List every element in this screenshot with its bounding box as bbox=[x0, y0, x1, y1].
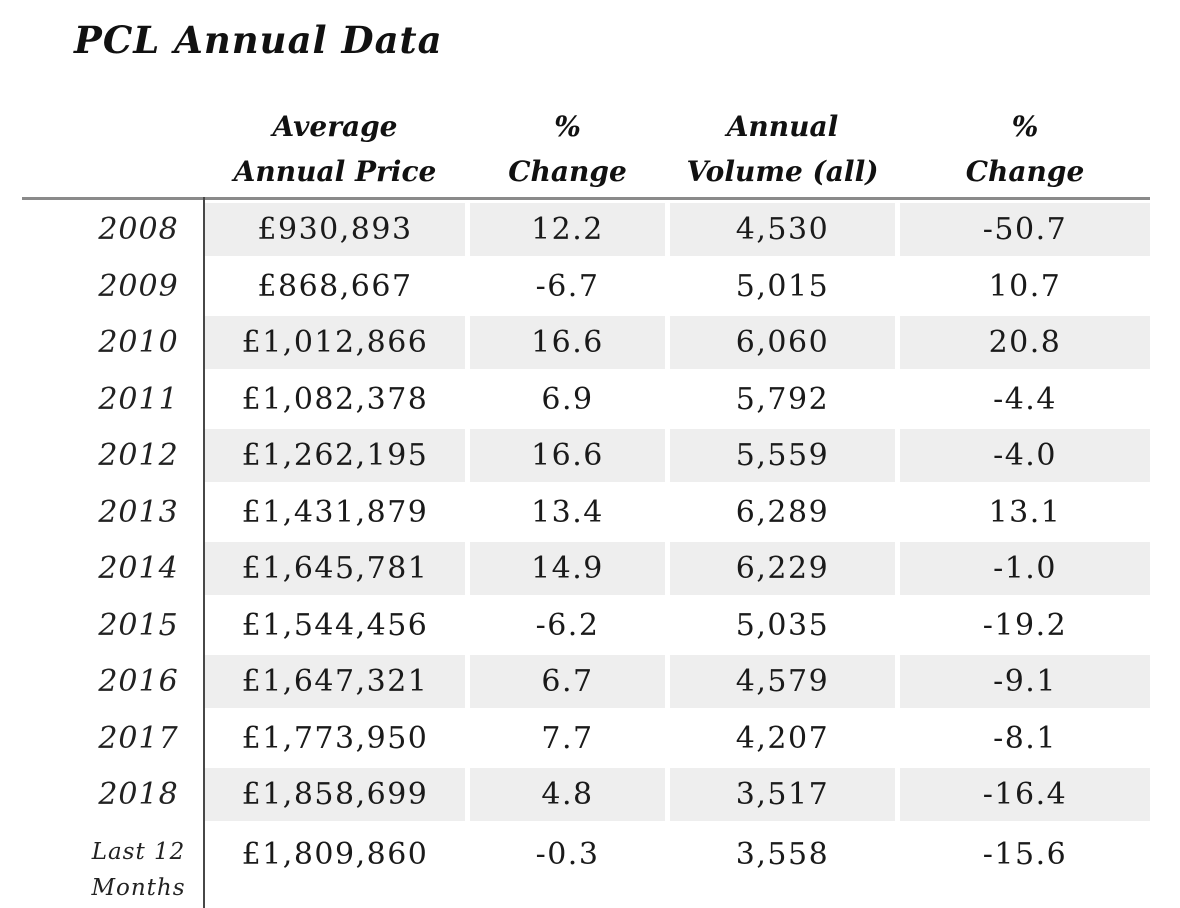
price-change-value: -6.2 bbox=[535, 607, 600, 643]
average-price-value: £1,773,950 bbox=[241, 720, 429, 756]
year-label: 2018 bbox=[98, 777, 179, 812]
volume-change-value: -1.0 bbox=[900, 542, 1150, 595]
table-row: Last 12 Months £1,809,860 -0.3 3,558 -15… bbox=[22, 825, 1150, 908]
volume-value: 5,015 bbox=[735, 268, 830, 304]
price-change-value: 7.7 bbox=[541, 720, 594, 756]
year-label: 2009 bbox=[98, 268, 179, 304]
average-price-value: £1,544,456 bbox=[241, 607, 429, 643]
year-column-divider bbox=[203, 197, 205, 908]
year-label: 2012 bbox=[98, 438, 179, 473]
volume-value: 4,579 bbox=[670, 655, 895, 708]
price-change-value: -0.3 bbox=[535, 836, 600, 872]
table-row: 2008 £930,893 12.2 4,530 -50.7 bbox=[22, 203, 1150, 256]
volume-value: 4,530 bbox=[670, 203, 895, 256]
average-price-value: £1,647,321 bbox=[205, 655, 465, 708]
volume-change-value: -19.2 bbox=[982, 607, 1068, 643]
average-price-value: £1,262,195 bbox=[205, 429, 465, 482]
price-change-value: -6.7 bbox=[535, 268, 600, 304]
average-price-value: £1,809,860 bbox=[241, 836, 429, 872]
header-rule bbox=[22, 197, 1150, 200]
year-label: 2014 bbox=[98, 551, 179, 586]
table-row: 2013 £1,431,879 13.4 6,289 13.1 bbox=[22, 486, 1150, 539]
volume-value: 3,517 bbox=[670, 768, 895, 821]
volume-change-value: -16.4 bbox=[900, 768, 1150, 821]
volume-change-value: 20.8 bbox=[900, 316, 1150, 369]
price-change-value: 13.4 bbox=[531, 494, 604, 530]
volume-value: 4,207 bbox=[735, 720, 830, 756]
table-row: 2018 £1,858,699 4.8 3,517 -16.4 bbox=[22, 768, 1150, 821]
average-price-value: £1,431,879 bbox=[241, 494, 429, 530]
column-header-average-annual-price: Average Annual Price bbox=[233, 110, 437, 188]
year-label: 2011 bbox=[98, 381, 179, 417]
volume-change-value: -9.1 bbox=[900, 655, 1150, 708]
average-price-value: £1,645,781 bbox=[205, 542, 465, 595]
volume-value: 6,060 bbox=[670, 316, 895, 369]
year-label: 2010 bbox=[98, 325, 179, 360]
table-row: 2010 £1,012,866 16.6 6,060 20.8 bbox=[22, 316, 1150, 369]
volume-value: 5,035 bbox=[735, 607, 830, 643]
table-row: 2009 £868,667 -6.7 5,015 10.7 bbox=[22, 260, 1150, 313]
year-label: 2013 bbox=[98, 494, 179, 530]
year-label: 2008 bbox=[98, 212, 179, 247]
year-label: 2017 bbox=[98, 720, 179, 756]
year-label: 2016 bbox=[98, 664, 179, 699]
table-header-row: Average Annual Price % Change Annual Vol… bbox=[22, 104, 1150, 196]
price-change-value: 16.6 bbox=[470, 429, 665, 482]
volume-change-value: -50.7 bbox=[900, 203, 1150, 256]
volume-value: 6,229 bbox=[670, 542, 895, 595]
column-header-annual-volume: Annual Volume (all) bbox=[686, 110, 879, 188]
table-row: 2014 £1,645,781 14.9 6,229 -1.0 bbox=[22, 542, 1150, 595]
page-title: PCL Annual Data bbox=[74, 18, 443, 62]
price-change-value: 4.8 bbox=[470, 768, 665, 821]
year-label: Last 12 Months bbox=[91, 838, 186, 901]
table-row: 2017 £1,773,950 7.7 4,207 -8.1 bbox=[22, 712, 1150, 765]
volume-value: 5,792 bbox=[735, 381, 830, 417]
volume-value: 3,558 bbox=[735, 836, 830, 872]
average-price-value: £1,012,866 bbox=[205, 316, 465, 369]
table-row: 2015 £1,544,456 -6.2 5,035 -19.2 bbox=[22, 599, 1150, 652]
price-change-value: 6.7 bbox=[470, 655, 665, 708]
average-price-value: £1,858,699 bbox=[205, 768, 465, 821]
volume-value: 6,289 bbox=[735, 494, 830, 530]
annual-data-table: Average Annual Price % Change Annual Vol… bbox=[22, 104, 1150, 908]
volume-change-value: -4.0 bbox=[900, 429, 1150, 482]
volume-change-value: 13.1 bbox=[988, 494, 1062, 530]
year-label: 2015 bbox=[98, 607, 179, 643]
price-change-value: 6.9 bbox=[541, 381, 594, 417]
price-change-value: 12.2 bbox=[470, 203, 665, 256]
column-header-year bbox=[22, 104, 200, 196]
price-change-value: 14.9 bbox=[470, 542, 665, 595]
price-change-value: 16.6 bbox=[470, 316, 665, 369]
table-row: 2011 £1,082,378 6.9 5,792 -4.4 bbox=[22, 373, 1150, 426]
average-price-value: £868,667 bbox=[257, 268, 413, 304]
average-price-value: £1,082,378 bbox=[241, 381, 429, 417]
volume-change-value: -4.4 bbox=[993, 381, 1057, 417]
volume-change-value: 10.7 bbox=[988, 268, 1062, 304]
average-price-value: £930,893 bbox=[205, 203, 465, 256]
volume-change-value: -8.1 bbox=[993, 720, 1057, 756]
column-header-volume-pct-change: % Change bbox=[965, 110, 1085, 188]
table-body: 2008 £930,893 12.2 4,530 -50.7 2009 £868… bbox=[22, 200, 1150, 908]
column-header-price-pct-change: % Change bbox=[508, 110, 627, 188]
table-row: 2016 £1,647,321 6.7 4,579 -9.1 bbox=[22, 655, 1150, 708]
volume-change-value: -15.6 bbox=[982, 836, 1068, 872]
volume-value: 5,559 bbox=[670, 429, 895, 482]
table-row: 2012 £1,262,195 16.6 5,559 -4.0 bbox=[22, 429, 1150, 482]
